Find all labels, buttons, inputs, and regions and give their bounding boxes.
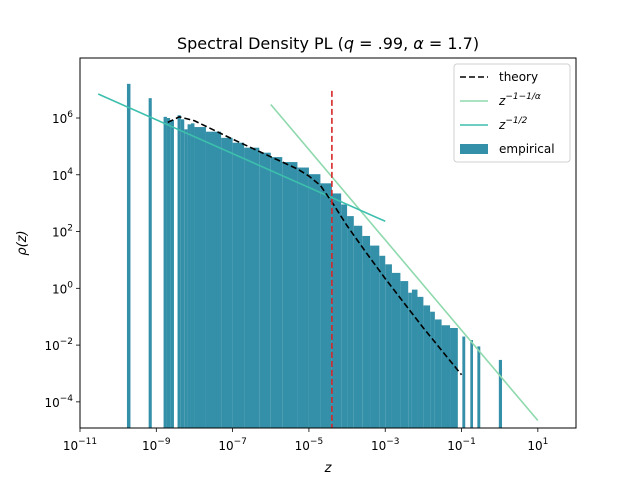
histogram-bar: [126, 83, 131, 428]
histogram-bar: [408, 292, 412, 428]
histogram-bar: [190, 123, 195, 428]
histogram-bar: [221, 137, 233, 428]
histogram-bar: [341, 204, 348, 428]
chart-title: Spectral Density PL (q = .99, α = 1.7): [177, 34, 479, 53]
histogram-bar: [430, 311, 435, 428]
histogram-bar: [470, 340, 474, 428]
plot-frame: [79, 57, 577, 429]
histogram-bar: [187, 124, 191, 429]
histogram-bar: [417, 296, 424, 428]
histogram-bar: [244, 147, 260, 428]
x-axis-label: z: [324, 461, 333, 476]
histogram-bar: [148, 98, 152, 428]
y-tick-label: 102: [52, 224, 73, 240]
y-tick-label: 10−4: [44, 394, 73, 410]
histogram-bar: [205, 131, 222, 429]
theory-curve: [167, 115, 463, 376]
x-tick-label: 10−3: [371, 437, 400, 453]
legend-label: z−1−1/α: [498, 92, 541, 108]
y-axis-label: ρ(z): [15, 230, 30, 255]
histogram-bar: [166, 118, 171, 428]
legend: theory z−1−1/α z−1/2 empirical: [453, 63, 571, 163]
histogram-bar: [259, 152, 271, 428]
y-tick-label: 104: [52, 167, 73, 183]
histogram-bar: [498, 359, 503, 428]
x-axis-ticks: 10−11 10−9 10−7 10−5 10−3 10−1 101: [63, 428, 548, 453]
histogram-bar: [423, 305, 431, 428]
y-axis-ticks: 10−4 10−2 100 102 104 106: [44, 110, 80, 410]
histogram-bar: [163, 116, 167, 428]
histogram-bar: [477, 346, 481, 428]
histogram-bar: [347, 216, 354, 428]
histogram-bar: [400, 281, 409, 428]
tail-fit-line: [270, 103, 539, 422]
histogram-bar: [297, 167, 309, 428]
histogram-bar: [194, 127, 206, 429]
histogram-bar: [232, 142, 245, 428]
y-tick-label: 10−2: [44, 337, 73, 353]
histogram-bar: [385, 264, 392, 428]
histogram-bar: [370, 245, 380, 428]
legend-label: theory: [499, 70, 538, 84]
histogram-bar: [462, 336, 466, 428]
histogram-bar: [282, 162, 298, 428]
x-tick-label: 10−11: [63, 437, 97, 453]
histogram-bar: [450, 328, 458, 428]
y-tick-label: 100: [52, 280, 73, 296]
x-tick-label: 101: [527, 437, 548, 453]
x-tick-label: 10−1: [447, 437, 476, 453]
x-tick-label: 10−5: [295, 437, 324, 453]
histogram-bar: [308, 174, 321, 428]
legend-label: z−1/2: [498, 116, 528, 132]
head-fit-line: [97, 93, 386, 223]
histogram-bar: [379, 255, 386, 428]
histogram-bar: [170, 120, 174, 428]
histogram-bar: [180, 119, 185, 429]
histogram-bar: [441, 325, 451, 428]
histogram-bar: [391, 272, 401, 428]
fit-lines: [97, 90, 539, 428]
histogram-bar: [270, 157, 283, 428]
histogram-bar: [353, 225, 363, 428]
x-tick-label: 10−7: [218, 437, 247, 453]
histogram-bars: [126, 83, 503, 429]
histogram-bar: [177, 115, 181, 428]
histogram-bar: [331, 193, 342, 428]
legend-swatch: [460, 144, 488, 154]
legend-label: empirical: [499, 142, 555, 156]
histogram-bar: [434, 319, 442, 428]
x-tick-label: 10−9: [142, 437, 171, 453]
y-tick-label: 106: [52, 110, 73, 126]
histogram-bar: [362, 235, 371, 428]
histogram-bar: [184, 129, 188, 429]
legend-box: [453, 63, 571, 163]
histogram-bar: [411, 289, 418, 428]
histogram-bar: [320, 183, 332, 428]
